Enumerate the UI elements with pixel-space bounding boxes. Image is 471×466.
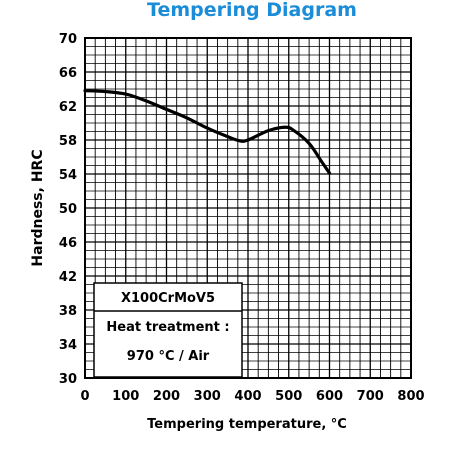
x-tick-label: 800 bbox=[397, 389, 424, 404]
y-tick-label: 58 bbox=[59, 134, 77, 149]
y-tick-label: 70 bbox=[59, 32, 77, 47]
material-legend: X100CrMoV5 Heat treatment : 970 °C / Air bbox=[93, 282, 243, 378]
x-axis-label: Tempering temperature, °C bbox=[147, 417, 347, 432]
x-tick-label: 600 bbox=[316, 389, 343, 404]
tick-labels: 0 100 200 300 400 500 600 700 800 30 34 38 42 46 50 54 5… bbox=[59, 32, 425, 404]
x-tick-label: 0 bbox=[80, 389, 89, 404]
heat-treatment-label: Heat treatment : bbox=[106, 320, 229, 335]
x-tick-label: 200 bbox=[153, 389, 180, 404]
y-tick-label: 46 bbox=[59, 236, 77, 251]
plot-frame bbox=[84, 37, 412, 379]
material-name: X100CrMoV5 bbox=[121, 291, 215, 306]
y-tick-label: 50 bbox=[59, 202, 77, 217]
x-tick-label: 500 bbox=[275, 389, 302, 404]
x-tick-label: 300 bbox=[194, 389, 221, 404]
y-tick-label: 62 bbox=[59, 100, 77, 115]
y-tick-label: 30 bbox=[59, 372, 77, 387]
x-tick-label: 400 bbox=[234, 389, 261, 404]
x-tick-label: 100 bbox=[112, 389, 139, 404]
legend-border bbox=[93, 282, 243, 378]
y-tick-label: 38 bbox=[59, 304, 77, 319]
x-tick-label: 700 bbox=[357, 389, 384, 404]
y-axis-label: Hardness, HRC bbox=[30, 149, 46, 266]
chart-title: Tempering Diagram bbox=[147, 0, 357, 21]
y-tick-label: 54 bbox=[59, 168, 77, 183]
y-tick-label: 42 bbox=[59, 270, 77, 285]
heat-treatment-value: 970 °C / Air bbox=[127, 349, 210, 364]
hardness-curve bbox=[83, 89, 332, 175]
y-tick-label: 66 bbox=[59, 66, 77, 81]
y-tick-label: 34 bbox=[59, 338, 77, 353]
